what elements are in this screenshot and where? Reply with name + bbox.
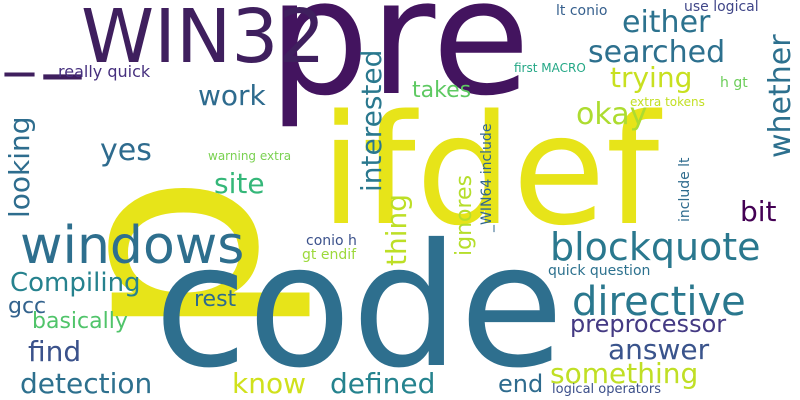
word-code: code bbox=[154, 208, 564, 400]
word-whether: whether bbox=[763, 34, 798, 158]
word-something: something bbox=[550, 357, 699, 390]
word-basically: basically bbox=[32, 309, 128, 334]
word-windows: windows bbox=[20, 216, 245, 276]
word-compiling: Compiling bbox=[10, 268, 141, 298]
word-work: work bbox=[198, 79, 266, 112]
word-ignores: ignores bbox=[452, 174, 477, 256]
word-end: end bbox=[498, 370, 544, 398]
word-underscore: _ bbox=[5, 9, 34, 77]
word-detection: detection bbox=[20, 367, 153, 400]
word-interested: interested bbox=[355, 49, 388, 192]
word-gt-endif: gt endif bbox=[302, 247, 357, 263]
word-ifdef: ifdef bbox=[320, 82, 660, 259]
word-answer: answer bbox=[608, 333, 710, 366]
word-gcc: gcc bbox=[8, 294, 47, 319]
word-either: either bbox=[622, 5, 711, 40]
word-really-quick: really quick bbox=[58, 62, 151, 81]
word-win64-include: _WIN64 include bbox=[479, 123, 495, 232]
word-looking: looking bbox=[3, 116, 36, 218]
word-preprocessor: preprocessor bbox=[570, 310, 727, 338]
word-directive: directive bbox=[572, 279, 746, 325]
word-searched: searched bbox=[588, 35, 726, 70]
word-pre: pre bbox=[268, 0, 531, 131]
word-h-gt: h gt bbox=[720, 75, 748, 91]
word-thing: thing bbox=[380, 193, 413, 266]
word-bit: bit bbox=[740, 195, 777, 228]
word-include-lt: include lt bbox=[677, 157, 693, 222]
word-rest: rest bbox=[194, 287, 237, 312]
word-takes: takes bbox=[412, 78, 472, 103]
word-conio-h: conio h bbox=[306, 233, 357, 249]
word-extra-tokens: extra tokens bbox=[630, 95, 705, 109]
word-warning-extra: warning extra bbox=[208, 149, 292, 163]
word-use-logical: use logical bbox=[684, 0, 759, 15]
word-site: site bbox=[214, 167, 265, 200]
word-lt-conio: lt conio bbox=[556, 3, 608, 19]
word-win32: _WIN32 bbox=[44, 0, 326, 80]
word-first-macro: first MACRO bbox=[514, 61, 586, 75]
word-okay: okay bbox=[576, 97, 648, 132]
word-trying: trying bbox=[610, 61, 693, 94]
word-blockquote: blockquote bbox=[550, 225, 761, 269]
word-yes: yes bbox=[100, 133, 152, 168]
word-logical-operators: logical operators bbox=[552, 382, 661, 397]
word-know: know bbox=[232, 367, 306, 400]
word-find: find bbox=[28, 335, 82, 368]
word-quick-question: quick question bbox=[548, 263, 651, 279]
word-defined: defined bbox=[330, 367, 436, 400]
